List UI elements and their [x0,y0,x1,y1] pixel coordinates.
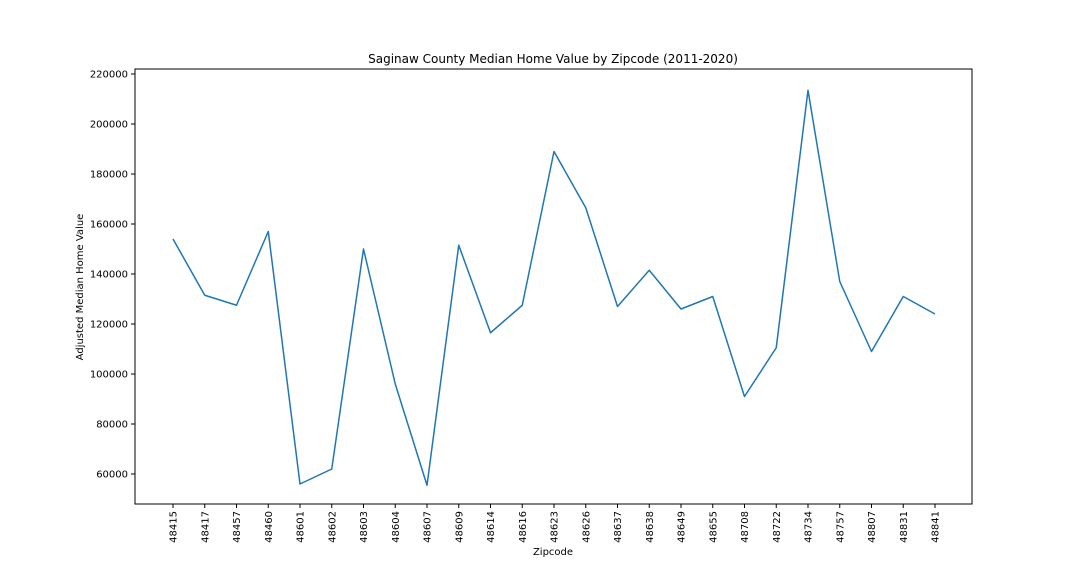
x-tick-label: 48841 [931,511,942,543]
x-tick-label: 48457 [232,511,243,543]
y-tick-label: 120000 [90,320,128,331]
x-tick-label: 48708 [740,511,751,543]
x-axis-label: Zipcode [533,547,573,558]
y-tick-label: 60000 [96,470,128,481]
x-tick-label: 48616 [518,511,529,543]
x-tick-label: 48601 [296,511,307,543]
x-tick-label: 48637 [613,511,624,543]
y-tick-label: 160000 [90,220,128,231]
x-tick-label: 48655 [708,511,719,543]
x-tick-label: 48757 [835,511,846,543]
y-axis-label: Adjusted Median Home Value [75,214,86,361]
y-tick-label: 100000 [90,370,128,381]
x-tick-label: 48638 [645,511,656,543]
x-tick-label: 48626 [581,511,592,543]
y-tick-label: 140000 [90,270,128,281]
x-tick-label: 48415 [169,511,180,543]
x-tick-label: 48460 [264,511,275,543]
x-tick-label: 48734 [804,511,815,543]
x-tick-label: 48722 [772,511,783,543]
x-tick-label: 48607 [423,511,434,543]
chart-title: Saginaw County Median Home Value by Zipc… [368,52,738,66]
y-tick-label: 200000 [90,120,128,131]
x-tick-label: 48609 [454,511,465,543]
x-tick-label: 48604 [391,511,402,543]
x-tick-label: 48614 [486,511,497,543]
y-tick-label: 180000 [90,170,128,181]
x-tick-label: 48602 [327,511,338,543]
x-tick-label: 48831 [899,511,910,543]
y-tick-label: 80000 [96,420,128,431]
y-axis-ticks: 60000 80000 100000 120000 140000 160000 180000… [90,70,135,481]
y-tick-label: 220000 [90,70,128,81]
x-tick-label: 48623 [550,511,561,543]
x-tick-label: 48417 [200,511,211,543]
x-tick-label: 48649 [677,511,688,543]
x-axis-ticks: 48415 48417 48457 48460 48601 48602 48603 48604… [169,504,942,543]
x-tick-label: 48603 [359,511,370,543]
x-tick-label: 48807 [867,511,878,543]
series-line [172,89,936,486]
